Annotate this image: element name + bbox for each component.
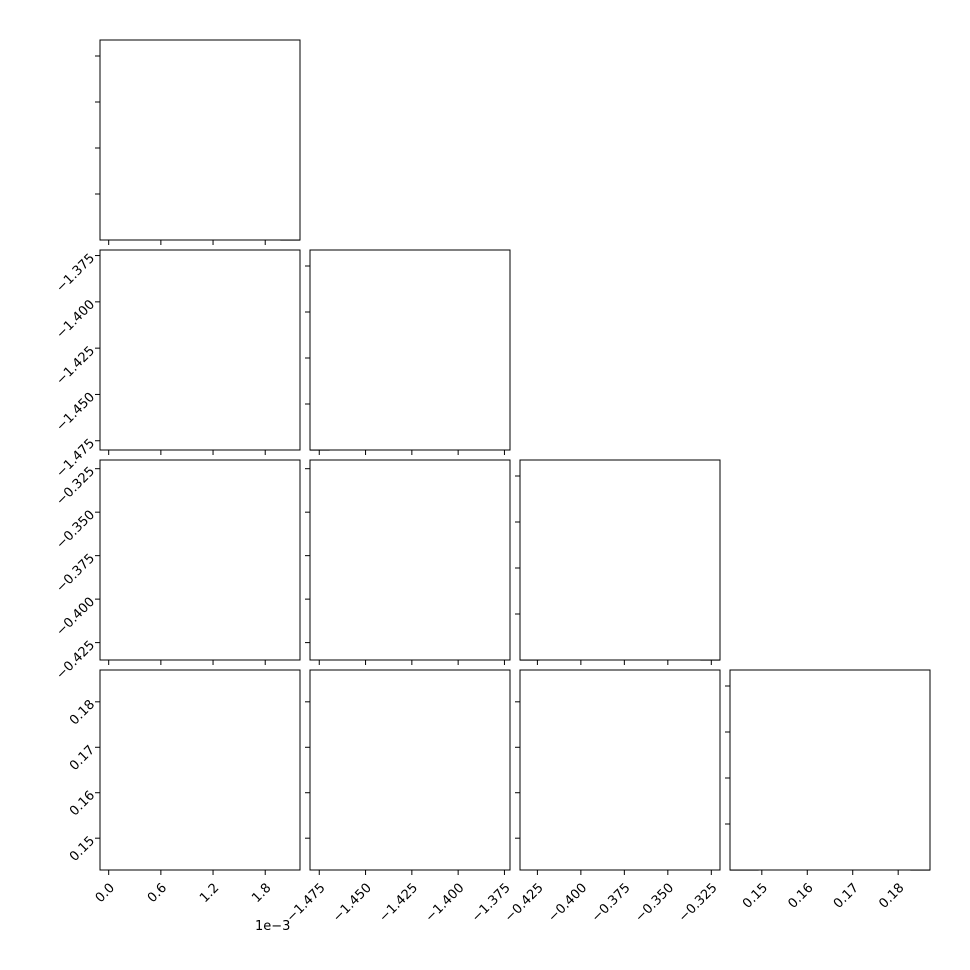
panel-frame <box>309 249 511 451</box>
panel-frame <box>729 669 931 871</box>
panel-frame <box>99 39 301 241</box>
panel-frame <box>519 459 721 661</box>
panel-frame <box>99 249 301 451</box>
panel-frame <box>309 459 511 661</box>
panel-frame <box>99 459 301 661</box>
